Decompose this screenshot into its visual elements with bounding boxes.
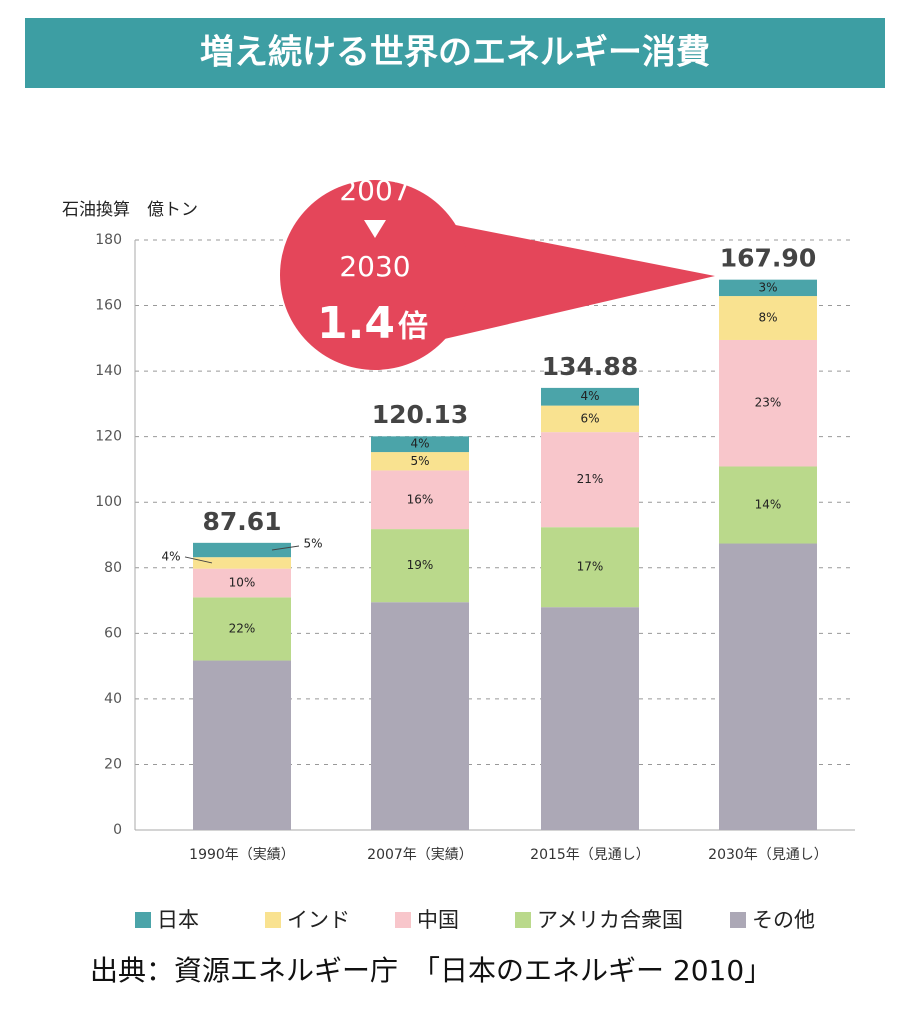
share-label: 14% <box>755 498 782 512</box>
callout-ratio-unit: 倍 <box>398 310 428 345</box>
bar-segment <box>193 568 291 598</box>
bar-segment <box>371 529 469 603</box>
callout: 2007 2030 1.4 倍 <box>280 174 715 370</box>
y-tick-label: 120 <box>95 429 122 445</box>
share-label: 10% <box>229 576 256 590</box>
bar-segment <box>719 296 817 340</box>
y-axis-label: 石油換算 億トン <box>62 200 198 220</box>
bar-segment <box>371 470 469 530</box>
share-label: 17% <box>577 560 604 574</box>
y-tick-label: 0 <box>113 822 122 838</box>
legend-swatch <box>135 912 151 928</box>
share-label: 23% <box>755 396 782 410</box>
total-label: 134.88 <box>542 352 638 381</box>
bar-segment <box>719 543 817 830</box>
share-label: 5% <box>410 454 429 468</box>
y-tick-label: 20 <box>104 756 122 772</box>
title-bar <box>25 18 885 88</box>
bar-segment <box>541 527 639 608</box>
share-label: 4% <box>580 389 599 403</box>
legend-swatch <box>730 912 746 928</box>
leader-line <box>184 556 213 564</box>
share-label: 4% <box>410 437 429 451</box>
share-label: 3% <box>758 280 777 294</box>
total-label: 87.61 <box>202 507 281 536</box>
share-label: 19% <box>407 558 434 572</box>
legend-swatch <box>395 912 411 928</box>
source: 出典：資源エネルギー庁 「日本のエネルギー 2010」 <box>90 954 772 987</box>
bar-segment <box>371 602 469 830</box>
y-tick-label: 100 <box>95 494 122 510</box>
share-label: 6% <box>580 411 599 425</box>
bar-segment <box>371 452 469 471</box>
leader-line <box>271 545 300 551</box>
bar-segment <box>719 279 817 297</box>
y-tick-label: 40 <box>104 691 122 707</box>
bar-segment <box>193 557 291 569</box>
bar-segment <box>719 466 817 544</box>
share-label: 5% <box>303 537 322 551</box>
y-tick-label: 60 <box>104 625 122 641</box>
legend-label: インド <box>287 908 350 932</box>
share-label: 16% <box>407 492 434 506</box>
bar-segment <box>193 542 291 558</box>
legend-swatch <box>515 912 531 928</box>
callout-arrow <box>364 220 386 238</box>
legend-label: 日本 <box>157 908 199 932</box>
share-label: 4% <box>161 549 180 563</box>
y-tick-label: 80 <box>104 560 122 576</box>
legend-label: その他 <box>752 908 815 932</box>
x-tick-label: 1990年（実績） <box>189 847 295 863</box>
share-label: 8% <box>758 311 777 325</box>
share-label: 22% <box>229 621 256 635</box>
bar-segment <box>541 405 639 433</box>
bar-segment <box>193 660 291 830</box>
bar-segment <box>541 387 639 406</box>
bar-segment <box>541 432 639 528</box>
callout-to: 2030 <box>339 250 410 283</box>
chart-title: 増え続ける世界のエネルギー消費 <box>200 33 710 73</box>
callout-pointer <box>420 218 715 340</box>
x-tick-label: 2030年（見通し） <box>708 847 828 863</box>
bar-segment <box>371 436 469 453</box>
x-tick-label: 2015年（見通し） <box>530 847 650 863</box>
legend-label: アメリカ合衆国 <box>537 908 683 932</box>
legend-swatch <box>265 912 281 928</box>
total-label: 120.13 <box>372 400 468 429</box>
share-label: 21% <box>577 472 604 486</box>
y-tick-label: 180 <box>95 232 122 248</box>
y-tick-label: 140 <box>95 363 122 379</box>
bar-segment <box>193 597 291 661</box>
bar-segment <box>719 339 817 467</box>
callout-circle <box>280 180 470 370</box>
callout-ratio: 1.4 <box>317 298 395 349</box>
x-tick-label: 2007年（実績） <box>367 847 473 863</box>
legend-label: 中国 <box>417 908 459 932</box>
total-label: 167.90 <box>720 244 816 273</box>
y-tick-label: 160 <box>95 298 122 314</box>
plot: 0 20 40 60 80 100 120 140 160 180 1990年（実績） 22% 10% 4… <box>95 232 855 932</box>
bar-segment <box>541 607 639 830</box>
callout-from: 2007 <box>339 174 410 207</box>
